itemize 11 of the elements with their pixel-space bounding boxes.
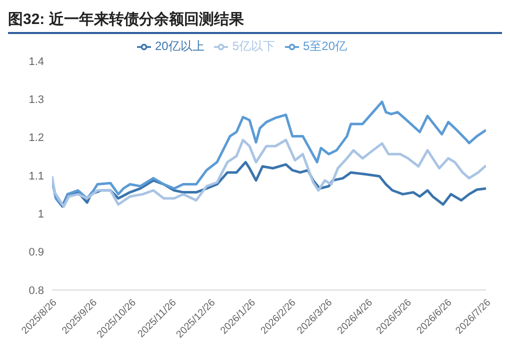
y-tick-label: 1.4 — [28, 56, 44, 68]
y-tick-label: 1.1 — [28, 170, 44, 182]
legend-label: 5亿以下 — [232, 39, 275, 53]
legend-label: 5至20亿 — [303, 39, 348, 53]
y-tick-label: 1.3 — [28, 94, 44, 106]
legend-label: 20亿以上 — [154, 39, 204, 53]
y-tick-label: 1.2 — [28, 132, 44, 144]
chart-title: 图32: 近一年来转债分余额回测结果 — [8, 8, 502, 34]
y-tick-label: 0.8 — [28, 284, 44, 297]
y-tick-label: 0.9 — [28, 246, 44, 259]
y-tick-label: 1 — [38, 208, 44, 221]
